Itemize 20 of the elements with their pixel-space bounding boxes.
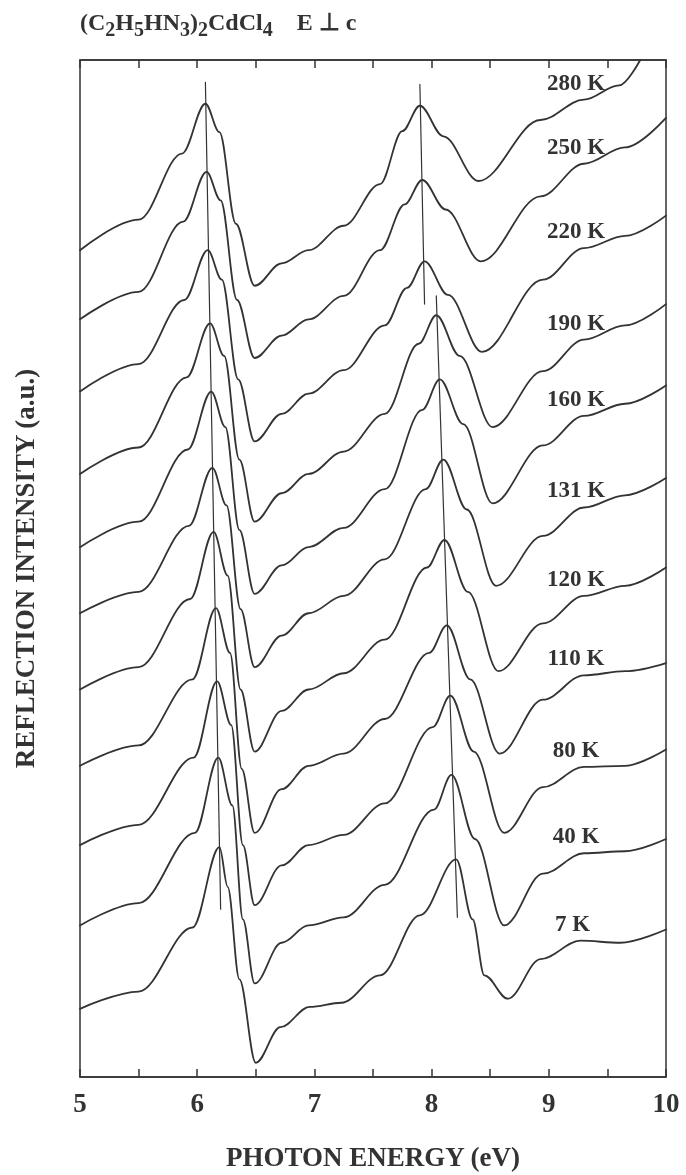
series-label: 7 K [554,910,591,936]
legend-label: 280 K [546,69,606,95]
series-label: 120 K [546,565,606,591]
series-label: 250 K [546,133,606,159]
series-label: 80 K [552,736,600,762]
series-label: 190 K [546,309,606,335]
series-label: 220 K [546,218,606,244]
chart-title: (C$_{2}$H$_{5}$HN$_{3}$)$_{2}$CdCl$_{4}$ E ⊥ c [80,9,357,40]
x-tick-label: 8 [424,1087,439,1118]
x-tick-label: 5 [73,1087,87,1118]
series-label: 160 K [546,385,606,411]
series-label: 110 K [547,645,605,671]
x-tick-label: 6 [190,1087,204,1118]
x-tick-label: 7 [307,1087,322,1118]
series-label: 131 K [546,477,606,503]
x-tick-label: 9 [542,1087,556,1118]
x-axis-title: PHOTON ENERGY (eV) [226,1141,520,1172]
x-tick-label: 10 [652,1087,680,1118]
series-label: 40 K [552,823,600,849]
y-axis-title: REFLECTION INTENSITY (a.u.) [9,368,40,769]
